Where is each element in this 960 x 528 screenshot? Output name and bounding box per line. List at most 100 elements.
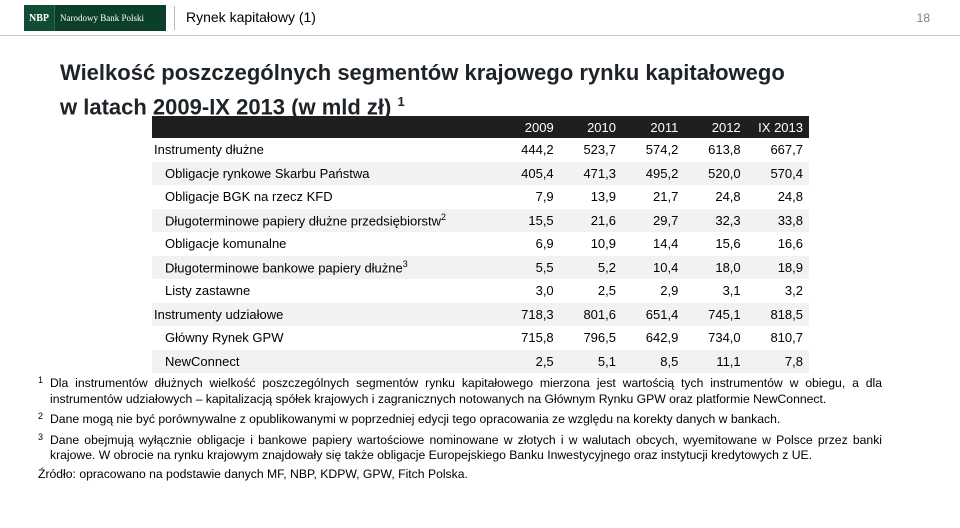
row-label: Instrumenty udziałowe	[152, 302, 498, 326]
table-row: Obligacje BGK na rzecz KFD 7,9 13,9 21,7 24,…	[152, 185, 809, 209]
nbp-logo: NBP Narodowy Bank Polski	[24, 5, 166, 31]
section-title: Rynek kapitałowy (1)	[186, 9, 316, 25]
market-segments-table: 2009 2010 2011 2012 IX 2013 Instrumenty …	[152, 116, 809, 373]
table-cell: 3,1	[722, 283, 741, 299]
slide-header: NBP Narodowy Bank Polski Rynek kapitałow…	[0, 0, 960, 36]
table-cell: 3,0	[535, 283, 554, 299]
footnote-text: Dane obejmują wyłącznie obligacje i bank…	[50, 432, 882, 463]
table-row: NewConnect 2,5 5,1 8,5 11,1 7,8	[152, 349, 809, 373]
row-label: Obligacje BGK na rzecz KFD	[152, 185, 497, 209]
title-line-2: w latach 2009-IX 2013 (w mld zł) 1	[60, 87, 940, 121]
table-cell: 21,6	[559, 208, 622, 232]
table-cell: 495,2	[622, 161, 685, 185]
table-cell: 796,5	[583, 330, 616, 346]
title-footnote-mark: 1	[397, 94, 405, 109]
table-row: Długoterminowe bankowe papiery dłużne3 5,…	[152, 255, 809, 279]
table-cell: 570,4	[746, 161, 809, 185]
table-row: Obligacje komunalne 6,9 10,9 14,4 15,6 16,6	[152, 232, 809, 256]
table-cell: 818,5	[746, 302, 809, 326]
row-label-text: Obligacje komunalne	[165, 236, 287, 252]
row-label: Obligacje rynkowe Skarbu Państwa	[152, 161, 498, 185]
footnotes: 1 Dla instrumentów dłużnych wielkość pos…	[38, 375, 882, 482]
table-cell: 33,8	[746, 208, 809, 232]
table-cell: 15,5	[497, 208, 560, 232]
row-label: Długoterminowe bankowe papiery dłużne3	[152, 255, 498, 279]
table-row: Obligacje rynkowe Skarbu Państwa 405,4 471…	[152, 161, 809, 185]
table-cell: 2,5	[497, 349, 560, 373]
header-blank-cell	[152, 116, 498, 138]
table-cell: 7,8	[746, 349, 809, 373]
column-header: 2012	[684, 116, 747, 138]
table-cell: 24,8	[777, 189, 803, 205]
table-cell: 745,1	[684, 302, 747, 326]
row-label-text: NewConnect	[165, 353, 240, 369]
table-cell: 471,3	[559, 161, 622, 185]
column-header: 2011	[622, 116, 685, 138]
table-cell: 574,2	[645, 142, 679, 158]
column-header: 2010	[559, 116, 622, 138]
row-label-text: Instrumenty udziałowe	[154, 306, 284, 322]
table-row: Instrumenty udziałowe 718,3 801,6 651,4 745,…	[152, 302, 809, 326]
row-label: Obligacje komunalne	[152, 232, 497, 256]
table-cell: 24,8	[715, 189, 741, 205]
row-label-text: Instrumenty dłużne	[154, 142, 264, 158]
title-line-1: Wielkość poszczególnych segmentów krajow…	[60, 60, 785, 85]
table-cell: 15,6	[715, 236, 741, 252]
footnote-text: Dane mogą nie być porównywalne z opublik…	[50, 412, 781, 426]
row-label: NewConnect	[152, 349, 498, 373]
row-label-text: Długoterminowe bankowe papiery dłużne	[165, 260, 403, 276]
row-label: Długoterminowe papiery dłużne przedsiębi…	[152, 208, 498, 232]
table-cell: 523,7	[583, 142, 616, 158]
header-rule	[0, 35, 960, 36]
footnote-text: Dla instrumentów dłużnych wielkość poszc…	[50, 376, 882, 406]
table-cell: 5,2	[559, 255, 622, 279]
footnote-3: 3 Dane obejmują wyłącznie obligacje i ba…	[38, 431, 882, 464]
logo-bank-name: Narodowy Bank Polski	[60, 13, 144, 23]
table-cell: 5,5	[497, 255, 560, 279]
table-cell: 6,9	[535, 236, 554, 252]
table-cell: 2,9	[660, 283, 679, 299]
row-label-text: Długoterminowe papiery dłużne przedsiębi…	[165, 213, 442, 229]
title-line-2-text: w latach 2009-IX 2013 (w mld zł)	[60, 94, 392, 120]
table-header-row: 2009 2010 2011 2012 IX 2013	[152, 116, 809, 138]
row-footnote-mark: 2	[441, 212, 447, 223]
table-cell: 16,6	[777, 236, 803, 252]
table-cell: 7,9	[535, 189, 554, 205]
source-note: Źródło: opracowano na podstawie danych M…	[38, 466, 468, 481]
row-label: Główny Rynek GPW	[152, 326, 497, 350]
table-row: Instrumenty dłużne 444,2 523,7 574,2 613,8 66…	[152, 138, 809, 162]
table-cell: 810,7	[770, 330, 803, 346]
table-row: Listy zastawne 3,0 2,5 2,9 3,1 3,2	[152, 279, 809, 303]
table-cell: 642,9	[645, 330, 679, 346]
table-cell: 2,5	[597, 283, 616, 299]
table-cell: 5,1	[559, 349, 622, 373]
table-row: Długoterminowe papiery dłużne przedsiębi…	[152, 208, 809, 232]
row-footnote-mark: 3	[402, 259, 408, 270]
row-label-text: Listy zastawne	[165, 283, 251, 299]
table-row: Główny Rynek GPW 715,8 796,5 642,9 734,0 810,…	[152, 326, 809, 350]
table-cell: 3,2	[784, 283, 803, 299]
header-divider	[174, 6, 175, 30]
table-cell: 21,7	[653, 189, 679, 205]
table-cell: 801,6	[559, 302, 622, 326]
table-cell: 715,8	[521, 330, 554, 346]
table-cell: 10,4	[622, 255, 685, 279]
row-label-text: Główny Rynek GPW	[165, 330, 284, 346]
footnote-2: 2 Dane mogą nie być porównywalne z opubl…	[38, 411, 882, 428]
row-label: Instrumenty dłużne	[152, 138, 497, 162]
row-label: Listy zastawne	[152, 279, 497, 303]
row-label-text: Obligacje rynkowe Skarbu Państwa	[165, 165, 370, 181]
footnote-mark: 1	[38, 375, 44, 385]
table-cell: 8,5	[622, 349, 685, 373]
table-cell: 405,4	[497, 161, 560, 185]
footnote-mark: 3	[38, 431, 44, 442]
table-cell: 14,4	[653, 236, 679, 252]
table-cell: 520,0	[684, 161, 747, 185]
table-cell: 29,7	[622, 208, 685, 232]
table-cell: 32,3	[684, 208, 747, 232]
table-cell: 444,2	[521, 142, 554, 158]
column-header: 2009	[497, 116, 560, 138]
table-cell: 18,9	[746, 255, 809, 279]
column-header: IX 2013	[746, 116, 809, 138]
table-cell: 13,9	[590, 189, 616, 205]
